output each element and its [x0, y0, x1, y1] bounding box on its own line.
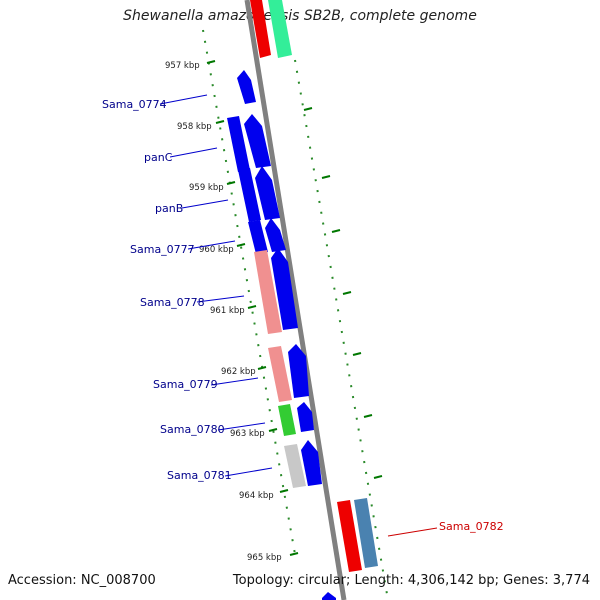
tick-mark-right-5 [352, 352, 362, 356]
feature-blue-bottom [322, 592, 336, 600]
tick-label-963: 963 kbp [230, 429, 265, 439]
tick-label-965: 965 kbp [247, 553, 282, 563]
tick-mark-960 [236, 243, 246, 247]
gene-label-sama-0782[interactable]: Sama_0782 [439, 520, 504, 533]
gene-arrow-sama-0781-blue[interactable] [301, 440, 322, 486]
gene-label-sama-0781[interactable]: Sama_0781 [167, 469, 232, 482]
accession-text: Accession: NC_008700 [8, 573, 156, 588]
gene-label-panb[interactable]: panB [155, 202, 183, 215]
gene-label-sama-0778[interactable]: Sama_0778 [140, 296, 205, 309]
tick-mark-957 [206, 60, 216, 64]
tick-mark-958 [215, 120, 225, 124]
gene-arrow-sama-0779-blue[interactable] [288, 344, 309, 398]
tick-mark-right-2 [321, 175, 331, 179]
gene-arrow-panb-outer[interactable] [238, 168, 261, 222]
gene-label-sama-0779[interactable]: Sama_0779 [153, 378, 218, 391]
gene-arrow-sama-0778-blue[interactable] [271, 248, 298, 330]
gene-arrow-sama-0777-outer[interactable] [248, 220, 268, 254]
tick-mark-right-7 [373, 475, 383, 479]
leader-lines [159, 94, 273, 477]
gene-label-sama-0780[interactable]: Sama_0780 [160, 423, 225, 436]
leader-line-sama-0774 [159, 94, 208, 105]
gene-block-sama-0780-green[interactable] [278, 404, 296, 436]
gene-arrow-panb-inner[interactable] [255, 166, 280, 220]
tick-mark-965 [289, 552, 299, 556]
tick-label-959: 959 kbp [189, 183, 224, 193]
gene-arrow-panc-inner[interactable] [244, 114, 271, 168]
gene-label-sama-0774[interactable]: Sama_0774 [102, 98, 167, 111]
tick-mark-right-4 [342, 291, 352, 295]
tick-marks-right [303, 107, 383, 479]
gene-arrow-sama-0777-inner[interactable] [265, 218, 286, 252]
tick-label-957: 957 kbp [165, 61, 200, 71]
leader-line-sama-0780 [217, 422, 266, 431]
gene-arrow-sama-0774[interactable] [237, 70, 256, 104]
tick-mark-959 [226, 181, 236, 185]
guide-line-left [202, 29, 297, 561]
feature-red-top [250, 0, 271, 58]
tick-mark-right-3 [331, 229, 341, 233]
tick-label-962: 962 kbp [221, 367, 256, 377]
tick-mark-964 [279, 489, 289, 493]
gene-block-sama-0781-grey[interactable] [284, 444, 306, 488]
tick-mark-right-1 [303, 107, 313, 111]
tick-label-958: 958 kbp [177, 122, 212, 132]
tick-label-960: 960 kbp [199, 245, 234, 255]
gene-block-sama-0782-red[interactable] [337, 500, 362, 572]
leader-line-sama-0782 [387, 527, 438, 537]
tick-mark-962 [257, 366, 267, 370]
gene-arrow-sama-0780-blue[interactable] [297, 402, 314, 432]
tick-mark-963 [268, 428, 278, 432]
gene-arrow-panc-outer[interactable] [227, 116, 250, 172]
topology-text: Topology: circular; Length: 4,306,142 bp… [232, 573, 590, 588]
leader-line-sama-0778 [196, 295, 245, 303]
tick-label-961: 961 kbp [210, 306, 245, 316]
tick-marks [206, 60, 299, 556]
tick-label-964: 964 kbp [239, 491, 274, 501]
genome-backbone [244, 0, 347, 600]
leader-line-panc [169, 147, 218, 158]
leader-line-panb [181, 199, 229, 209]
gene-label-sama-0777[interactable]: Sama_0777 [130, 243, 195, 256]
gene-block-sama-0779-salmon[interactable] [268, 346, 292, 402]
map-title: Shewanella amazonensis SB2B, complete ge… [123, 8, 477, 24]
gene-block-sama-0778-salmon[interactable] [254, 250, 282, 334]
gene-block-sama-0782-steel[interactable] [354, 498, 378, 568]
leader-line-sama-0779 [210, 377, 259, 386]
leader-line-sama-0777 [187, 240, 236, 250]
tick-mark-961 [247, 305, 257, 309]
leader-line-sama-0781 [224, 467, 273, 477]
gene-label-panc[interactable]: panC [144, 151, 173, 164]
feature-mint-top [268, 0, 292, 58]
tick-mark-right-6 [363, 414, 373, 418]
